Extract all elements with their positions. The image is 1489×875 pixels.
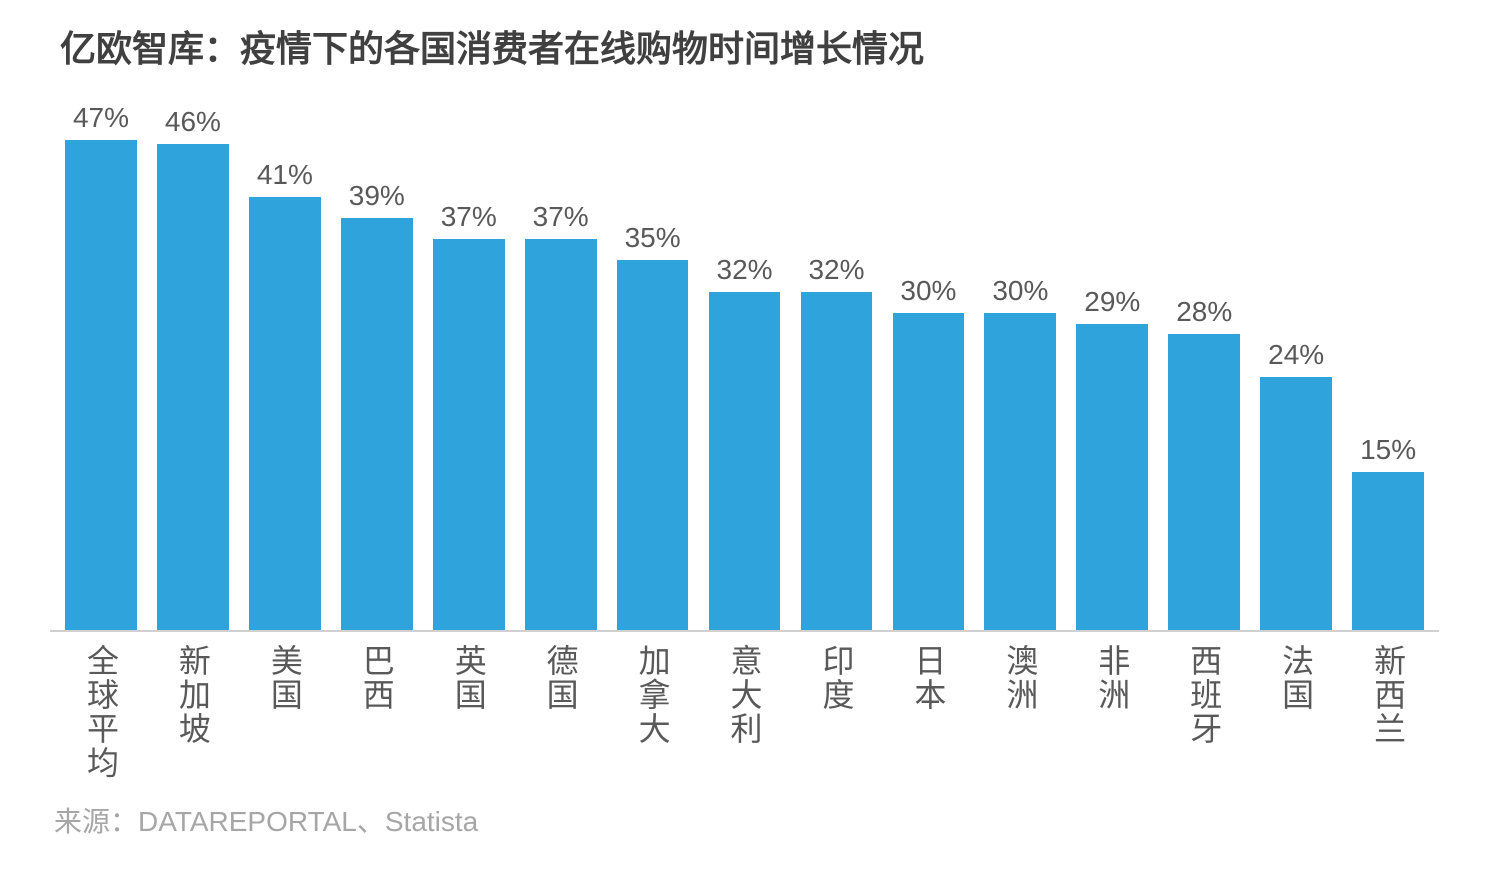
bar-group: 32% — [699, 102, 791, 630]
bar-group: 32% — [791, 102, 883, 630]
bar-value-label: 47% — [73, 102, 129, 134]
bar-group: 46% — [147, 102, 239, 630]
bar-category-label: 意大利 — [699, 644, 791, 780]
bar-group: 37% — [515, 102, 607, 630]
bar-category-label: 非洲 — [1066, 644, 1158, 780]
bar-category-text: 美国 — [262, 644, 308, 780]
bar — [709, 292, 781, 630]
bar-category-label: 法国 — [1250, 644, 1342, 780]
bar-value-label: 15% — [1360, 434, 1416, 466]
bar-category-text: 加拿大 — [630, 644, 676, 780]
bar-category-label: 澳洲 — [974, 644, 1066, 780]
bar-category-label: 美国 — [239, 644, 331, 780]
bar-category-text: 德国 — [538, 644, 584, 780]
chart-source: 来源：DATAREPORTAL、Statista — [50, 800, 1439, 840]
bar — [801, 292, 873, 630]
bar-category-text: 新加坡 — [170, 644, 216, 780]
bar-value-label: 30% — [992, 275, 1048, 307]
bar-value-label: 28% — [1176, 296, 1232, 328]
bar-value-label: 39% — [349, 180, 405, 212]
bar-category-text: 意大利 — [722, 644, 768, 780]
bar-value-label: 37% — [441, 201, 497, 233]
bars-area: 47% 46% 41% 39% 37% 37% 35% 32% 32% 30% 30% 29% 28% 2… — [50, 102, 1439, 632]
bar-group: 15% — [1342, 102, 1434, 630]
bar-category-label: 新西兰 — [1342, 644, 1434, 780]
bar-category-label: 全球平均 — [55, 644, 147, 780]
bar — [65, 140, 137, 630]
bar-value-label: 29% — [1084, 286, 1140, 318]
bar-category-label: 巴西 — [331, 644, 423, 780]
labels-area: 全球平均新加坡美国巴西英国德国加拿大意大利印度日本澳洲非洲西班牙法国新西兰 — [50, 644, 1439, 780]
bar-category-text: 巴西 — [354, 644, 400, 780]
bar-category-text: 西班牙 — [1181, 644, 1227, 780]
bar — [433, 239, 505, 630]
bar-value-label: 41% — [257, 159, 313, 191]
bar-value-label: 35% — [625, 222, 681, 254]
bar-value-label: 37% — [533, 201, 589, 233]
chart-container: 47% 46% 41% 39% 37% 37% 35% 32% 32% 30% 30% 29% 28% 2… — [50, 102, 1439, 782]
bar-category-text: 法国 — [1273, 644, 1319, 780]
bar — [1260, 377, 1332, 630]
bar-category-text: 全球平均 — [78, 644, 124, 780]
bar-category-text: 新西兰 — [1365, 644, 1411, 780]
bar — [1352, 472, 1424, 630]
bar-group: 29% — [1066, 102, 1158, 630]
bar-category-label: 新加坡 — [147, 644, 239, 780]
bar-category-text: 英国 — [446, 644, 492, 780]
bar-category-text: 非洲 — [1089, 644, 1135, 780]
bar-group: 37% — [423, 102, 515, 630]
bar-group: 39% — [331, 102, 423, 630]
bar-value-label: 24% — [1268, 339, 1324, 371]
bar-group: 24% — [1250, 102, 1342, 630]
bar — [617, 260, 689, 630]
bar-group: 28% — [1158, 102, 1250, 630]
bar-category-label: 印度 — [791, 644, 883, 780]
bar-category-label: 英国 — [423, 644, 515, 780]
bar-group: 35% — [607, 102, 699, 630]
bar-group: 30% — [974, 102, 1066, 630]
bar-category-label: 加拿大 — [607, 644, 699, 780]
bar-category-text: 日本 — [905, 644, 951, 780]
bar-category-label: 日本 — [882, 644, 974, 780]
bar — [249, 197, 321, 630]
bar-value-label: 32% — [808, 254, 864, 286]
bar — [157, 144, 229, 630]
bar-category-label: 德国 — [515, 644, 607, 780]
bar — [893, 313, 965, 630]
bar-value-label: 30% — [900, 275, 956, 307]
bar-value-label: 32% — [717, 254, 773, 286]
bar — [984, 313, 1056, 630]
bar-category-text: 印度 — [813, 644, 859, 780]
bar-group: 30% — [882, 102, 974, 630]
bar-group: 41% — [239, 102, 331, 630]
bar-value-label: 46% — [165, 106, 221, 138]
bar — [1168, 334, 1240, 630]
bar — [341, 218, 413, 630]
chart-title: 亿欧智库：疫情下的各国消费者在线购物时间增长情况 — [50, 20, 1439, 72]
bar — [525, 239, 597, 630]
bar — [1076, 324, 1148, 630]
bar-category-label: 西班牙 — [1158, 644, 1250, 780]
bar-category-text: 澳洲 — [997, 644, 1043, 780]
bar-group: 47% — [55, 102, 147, 630]
